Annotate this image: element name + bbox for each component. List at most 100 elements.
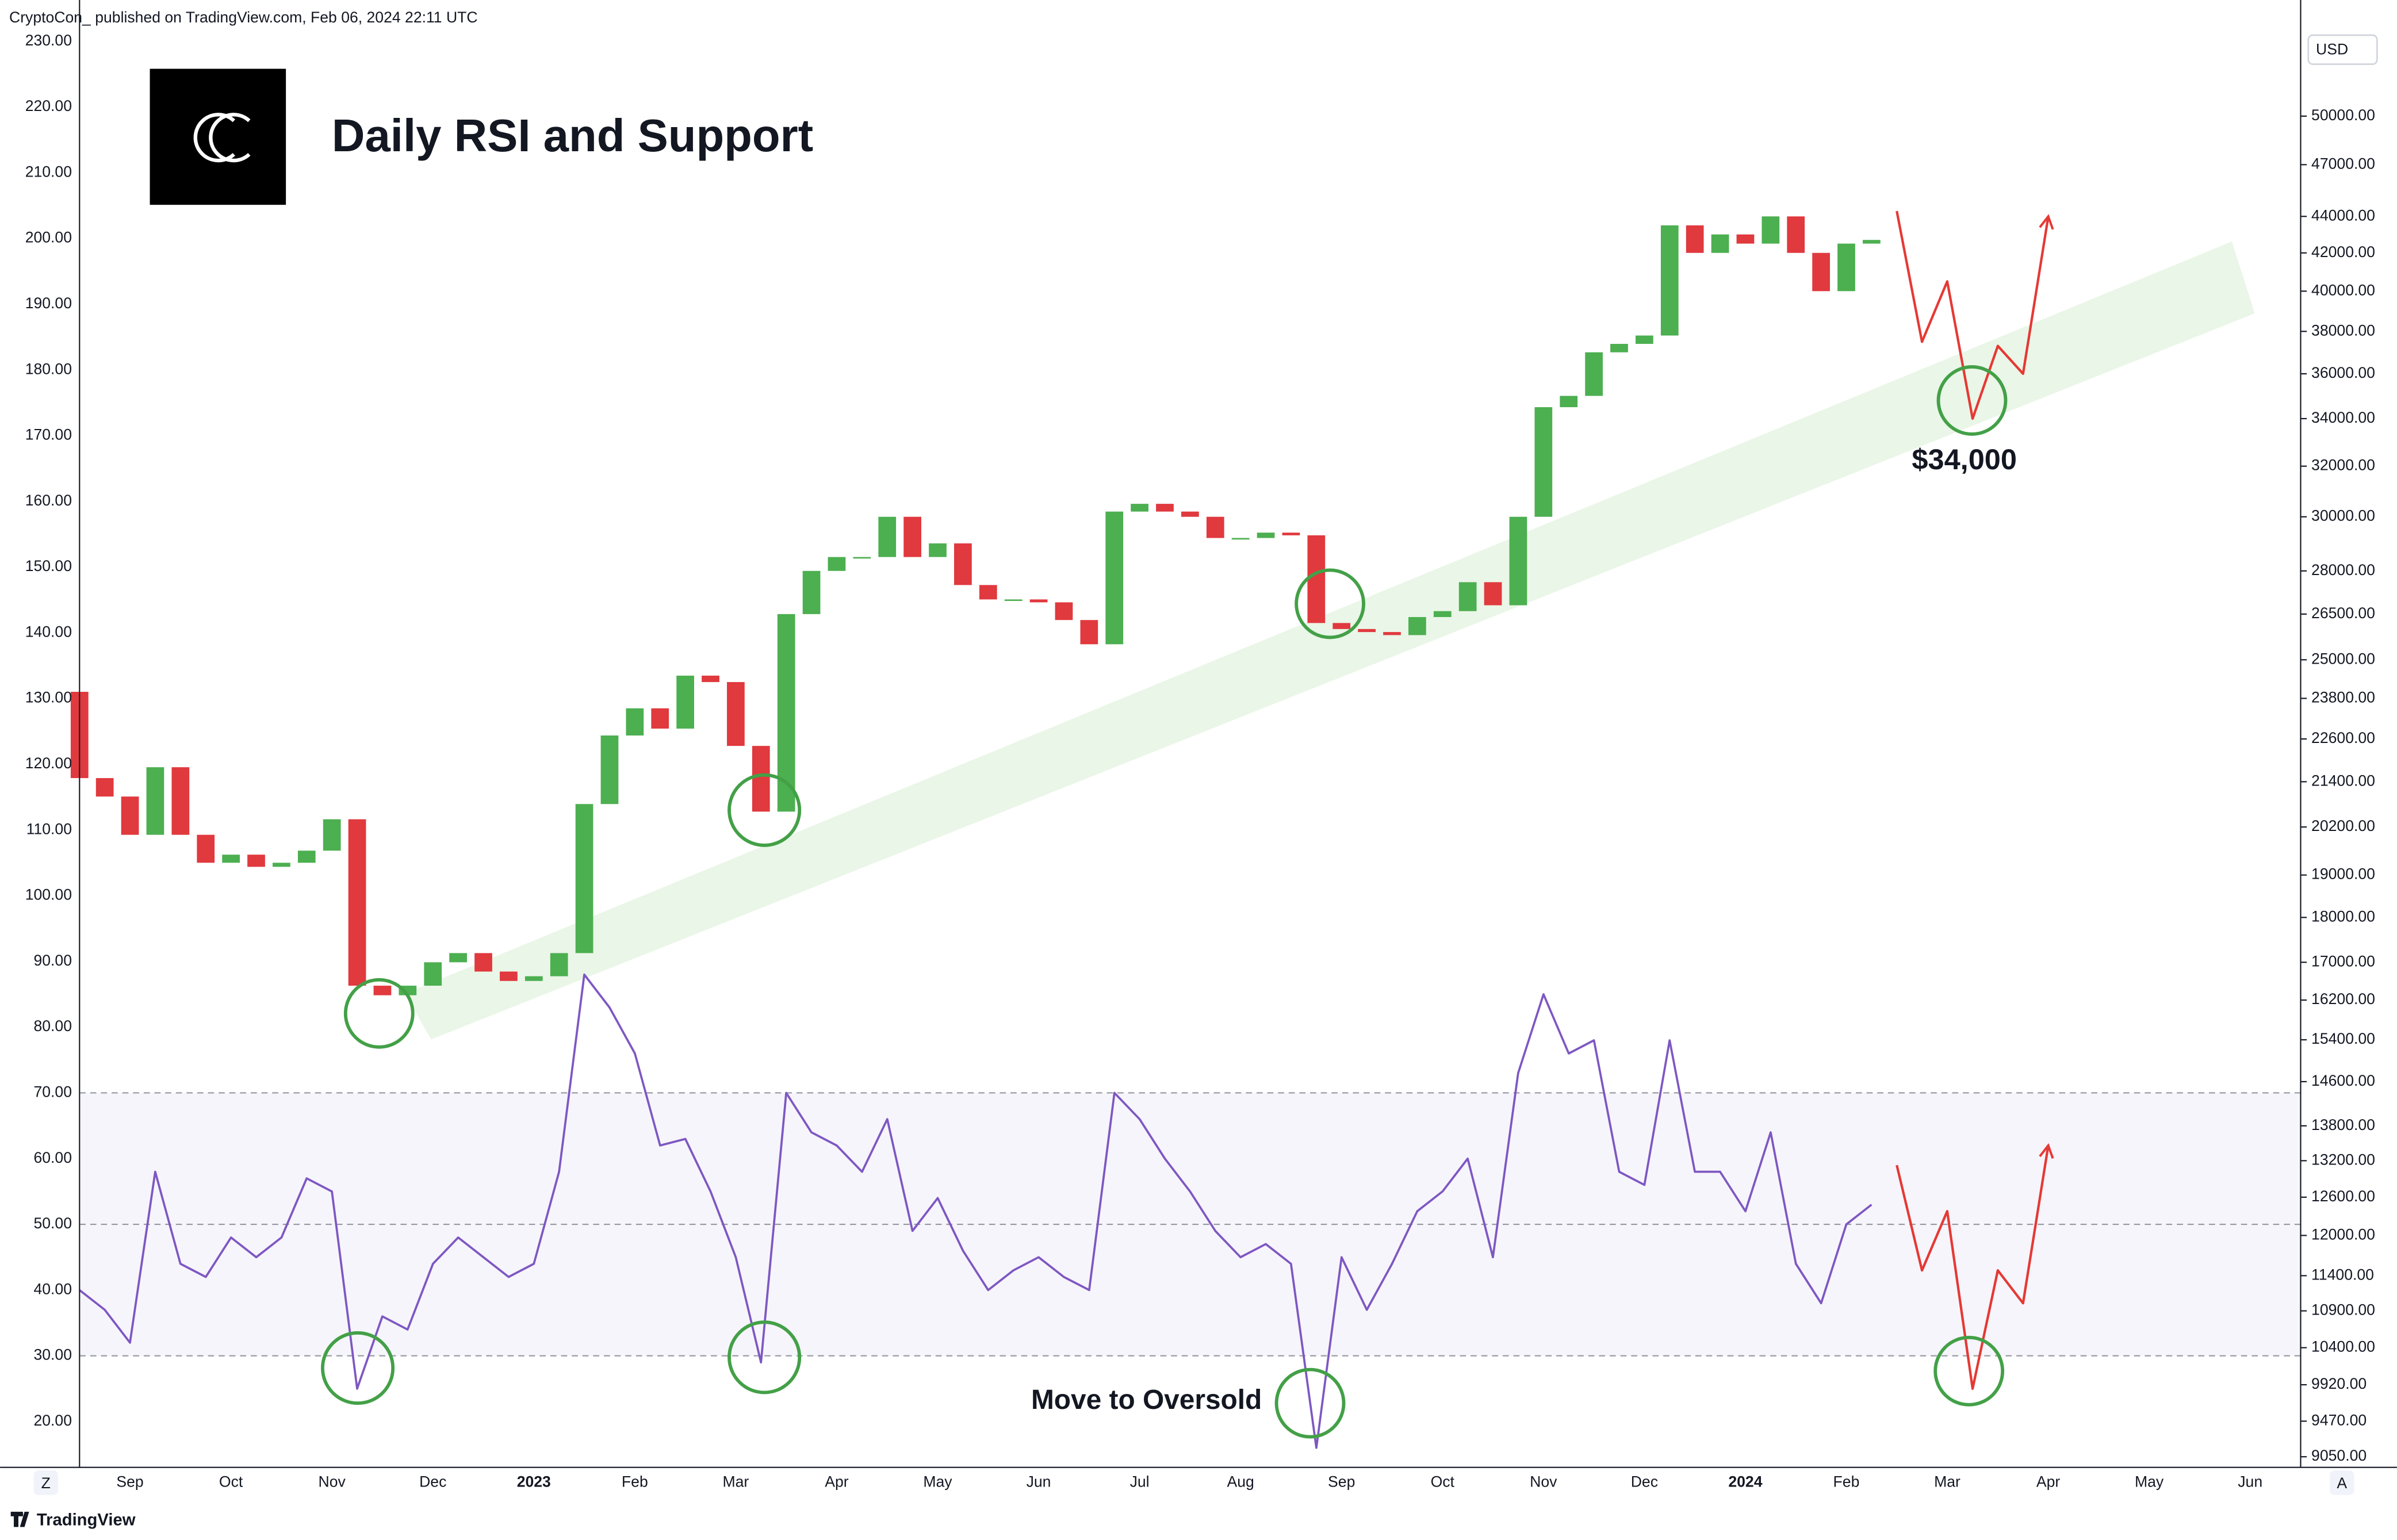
- y-tick-label: 140.00: [25, 623, 72, 640]
- x-tick-label: 2024: [1728, 1473, 1762, 1490]
- x-tick-label: Oct: [1431, 1473, 1455, 1490]
- candle: [474, 953, 492, 972]
- y2-tick-label: 14600.00: [2311, 1072, 2375, 1089]
- candle: [1863, 240, 1881, 244]
- candle: [1787, 216, 1805, 253]
- candle: [1736, 234, 1755, 244]
- y-tick-label: 130.00: [25, 689, 72, 706]
- candle: [1131, 504, 1148, 512]
- candle: [651, 708, 669, 729]
- y2-tick-label: 20200.00: [2311, 817, 2375, 834]
- candle: [1534, 407, 1553, 517]
- candle: [1257, 533, 1275, 538]
- y2-tick-label: 13800.00: [2311, 1116, 2375, 1133]
- button[interactable]: [33, 1470, 59, 1495]
- y2-tick-label: 25000.00: [2311, 650, 2375, 667]
- annotation: $34,000: [1912, 443, 2017, 476]
- candle: [1080, 620, 1098, 645]
- logo-c: [193, 113, 235, 163]
- y2-tick-label: 9050.00: [2311, 1447, 2367, 1464]
- y-tick-label: 80.00: [33, 1017, 72, 1035]
- candle: [702, 675, 719, 683]
- y-tick-label: 50.00: [33, 1215, 72, 1232]
- x-tick-label: Apr: [825, 1473, 849, 1490]
- y-tick-label: 150.00: [25, 557, 72, 574]
- y-tick-label: 210.00: [25, 163, 72, 180]
- x-tick-label: Nov: [319, 1473, 346, 1490]
- y2-tick-label: 11400.00: [2311, 1266, 2374, 1283]
- circle: [727, 1320, 802, 1395]
- circle: [1936, 365, 2008, 436]
- arrowhead: [2039, 1143, 2054, 1159]
- annotation: Move to Oversold: [1031, 1385, 1262, 1415]
- logo-c: [209, 113, 251, 163]
- circle: [1295, 568, 1365, 639]
- y2-tick-label: 13200.00: [2311, 1151, 2375, 1168]
- y-tick-label: 100.00: [25, 886, 72, 903]
- x-tick-label: Dec: [419, 1473, 446, 1490]
- candle: [1105, 511, 1124, 645]
- button-label[interactable]: Z: [41, 1474, 51, 1492]
- candle: [1231, 538, 1250, 540]
- candle: [449, 953, 467, 963]
- y2-tick-label: 10900.00: [2311, 1301, 2375, 1319]
- x-tick-label: Aug: [1227, 1473, 1254, 1490]
- x-tick-label: 2023: [517, 1473, 551, 1490]
- y2-tick-label: 42000.00: [2311, 243, 2375, 261]
- circle: [321, 1331, 395, 1405]
- circle: [343, 978, 415, 1049]
- candle: [752, 746, 770, 812]
- button-label[interactable]: A: [2337, 1474, 2347, 1492]
- candle: [1458, 582, 1477, 611]
- circle: [1933, 1335, 2005, 1407]
- x-tick-label: Feb: [1833, 1473, 1860, 1490]
- candle: [348, 819, 366, 986]
- publish-header: CryptoCon_ published on TradingView.com,…: [9, 9, 478, 26]
- button[interactable]: [2329, 1470, 2354, 1495]
- y2-tick-label: 19000.00: [2311, 865, 2375, 883]
- x-tick-label: Nov: [1530, 1473, 1557, 1490]
- y2-tick-label: 44000.00: [2311, 206, 2375, 224]
- x-tick-label: Dec: [1631, 1473, 1658, 1490]
- candle: [1585, 352, 1603, 396]
- candle: [1433, 611, 1452, 618]
- y2-tick-label: 38000.00: [2311, 321, 2375, 339]
- candle: [1206, 516, 1224, 538]
- y2-tick-label: 28000.00: [2311, 561, 2375, 579]
- y2-tick-label: 36000.00: [2311, 364, 2375, 381]
- y2-tick-label: 23800.00: [2311, 688, 2375, 706]
- support-band: [405, 241, 2255, 1040]
- y2-tick-label: 17000.00: [2311, 952, 2375, 970]
- candle: [171, 767, 190, 835]
- candle: [1332, 623, 1351, 629]
- rsi-band: [79, 1093, 2301, 1356]
- candle: [1837, 243, 1855, 292]
- candle: [979, 585, 997, 600]
- x-tick-label: Jun: [1027, 1473, 1051, 1490]
- y2-tick-label: 9470.00: [2311, 1411, 2367, 1428]
- candle: [1686, 225, 1704, 253]
- candle: [222, 855, 240, 863]
- candle: [1660, 225, 1679, 336]
- candle: [676, 675, 694, 729]
- candle: [197, 834, 215, 863]
- candle: [1004, 599, 1023, 602]
- arrowhead: [2039, 214, 2054, 230]
- candle: [903, 516, 921, 557]
- candle: [323, 819, 341, 851]
- y2-tick-label: 12000.00: [2311, 1225, 2375, 1243]
- candle: [929, 543, 947, 557]
- y-tick-label: 200.00: [25, 229, 72, 246]
- logo: [150, 68, 286, 205]
- y-tick-label: 220.00: [25, 97, 72, 114]
- candle: [524, 976, 543, 981]
- y2-tick-label: 21400.00: [2311, 772, 2375, 789]
- y-tick-label: 40.00: [33, 1280, 72, 1297]
- y2-tick-label: 32000.00: [2311, 457, 2375, 474]
- y-tick-label: 170.00: [25, 426, 72, 443]
- y-tick-label: 190.00: [25, 294, 72, 312]
- y-tick-label: 110.00: [26, 820, 72, 837]
- candle: [1610, 343, 1628, 353]
- candle: [1408, 617, 1426, 635]
- x-tick-label: Sep: [116, 1473, 143, 1490]
